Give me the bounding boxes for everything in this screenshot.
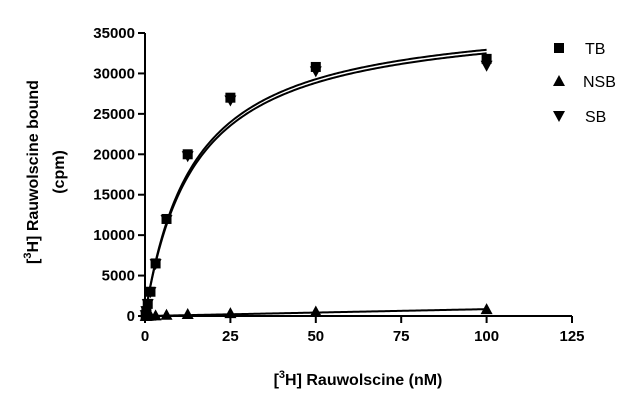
y-axis-title-rest: H] Rauwolscine bound bbox=[25, 80, 42, 252]
x-axis-title: [3H] Rauwolscine (nM) bbox=[274, 369, 443, 389]
y-tick-label: 30000 bbox=[93, 65, 135, 82]
data-points bbox=[139, 53, 493, 322]
data-point-sb bbox=[480, 60, 493, 72]
legend: TB NSB SB bbox=[553, 41, 616, 126]
data-point-nsb bbox=[149, 309, 162, 321]
legend-label-nsb: NSB bbox=[583, 74, 616, 91]
data-point-tb bbox=[481, 53, 492, 64]
legend-item-tb: TB bbox=[554, 41, 605, 58]
data-point-sb bbox=[140, 306, 153, 318]
x-tick-label: 75 bbox=[393, 328, 410, 345]
y-tick-label: 15000 bbox=[93, 187, 135, 204]
data-point-sb bbox=[149, 259, 162, 271]
y-tick-label: 0 bbox=[127, 308, 135, 325]
data-point-nsb bbox=[160, 308, 173, 320]
legend-marker-square bbox=[554, 43, 564, 53]
legend-item-sb: SB bbox=[553, 109, 606, 126]
y-tick-label: 35000 bbox=[93, 25, 135, 42]
data-point-sb bbox=[144, 287, 157, 299]
y-axis-units: (cpm) bbox=[51, 150, 68, 194]
data-point-sb bbox=[309, 66, 322, 78]
legend-marker-triangle-up bbox=[553, 75, 565, 86]
legend-marker-triangle-down bbox=[553, 111, 565, 122]
data-point-sb bbox=[141, 299, 154, 311]
x-tick-label: 50 bbox=[307, 328, 324, 345]
y-tick-label: 5000 bbox=[102, 268, 135, 285]
x-axis-title-open: [ bbox=[274, 372, 280, 389]
x-tick-label: 125 bbox=[559, 328, 584, 345]
y-tick-label: 20000 bbox=[93, 146, 135, 163]
x-tick-label: 100 bbox=[474, 328, 499, 345]
x-axis-title-rest: H] Rauwolscine (nM) bbox=[285, 372, 442, 389]
data-point-sb bbox=[181, 151, 194, 163]
data-point-nsb bbox=[309, 305, 322, 317]
fit-curve-tb bbox=[144, 48, 487, 316]
axes: 0 5000 10000 15000 20000 25000 30000 35000 0 25 50… bbox=[93, 25, 584, 345]
legend-label-sb: SB bbox=[585, 109, 606, 126]
x-axis-title-superscript: 3 bbox=[279, 369, 285, 381]
x-tick-label: 0 bbox=[141, 328, 149, 345]
x-tick-label: 25 bbox=[222, 328, 239, 345]
data-point-nsb bbox=[224, 307, 237, 319]
data-point-sb bbox=[224, 95, 237, 107]
fit-curve-sb bbox=[144, 52, 487, 316]
y-axis-title-open: [ bbox=[25, 258, 42, 264]
y-tick-label: 10000 bbox=[93, 227, 135, 244]
legend-label-tb: TB bbox=[585, 41, 605, 58]
data-point-sb bbox=[160, 215, 173, 227]
data-point-nsb bbox=[480, 303, 493, 315]
fit-curves bbox=[144, 48, 487, 317]
legend-item-nsb: NSB bbox=[553, 74, 616, 91]
y-axis-title: [3H] Rauwolscine bound bbox=[22, 80, 42, 264]
y-axis-title-superscript: 3 bbox=[22, 253, 34, 259]
y-tick-label: 25000 bbox=[93, 106, 135, 123]
data-point-nsb bbox=[181, 307, 194, 319]
